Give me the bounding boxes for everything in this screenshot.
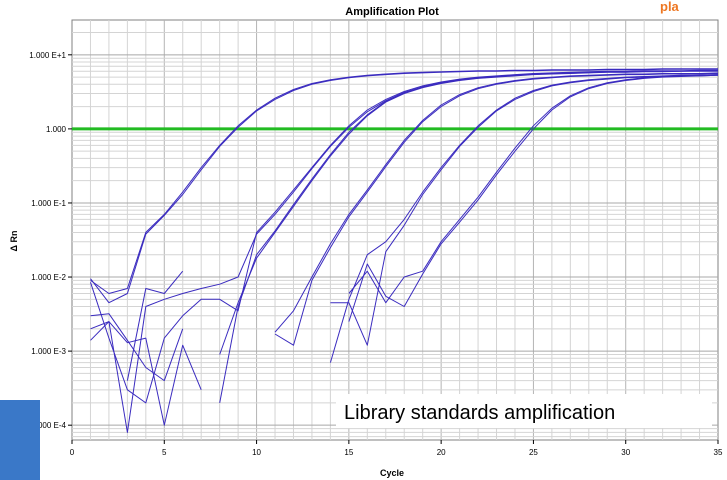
amplification-curve	[348, 74, 719, 322]
y-tick-label: 1.000	[46, 125, 67, 134]
y-tick-label: 1.000 E-2	[31, 273, 66, 282]
amplification-curve	[329, 74, 719, 363]
series-layer	[90, 68, 719, 433]
header-fragment-box	[641, 0, 693, 13]
annotation-background	[336, 394, 712, 428]
x-tick-label: 35	[714, 448, 723, 457]
y-tick-label: 1.000 E+1	[29, 51, 66, 60]
x-tick-label: 0	[70, 448, 75, 457]
chart-title: Amplification Plot	[345, 6, 439, 18]
amplification-curve	[348, 74, 719, 304]
grid-lines	[72, 20, 718, 440]
amplification-curve	[274, 73, 719, 346]
amplification-curve	[90, 68, 718, 304]
y-axis-ticks: 1.000 E+1 1.000 1.000 E-1 1.000 E-2 1.000 E-…	[29, 51, 72, 430]
amplification-curve	[126, 270, 184, 381]
x-tick-label: 20	[437, 448, 446, 457]
y-axis-label: Δ Rn	[9, 231, 19, 252]
amplification-curve	[274, 72, 719, 333]
x-tick-label: 10	[252, 448, 261, 457]
x-axis-ticks: 0 5 10 15 20 25 30 35	[70, 440, 723, 457]
x-tick-label: 30	[621, 448, 630, 457]
header-fragment-text: pla	[660, 0, 680, 14]
x-tick-label: 5	[162, 448, 167, 457]
x-tick-label: 15	[344, 448, 353, 457]
annotation-box: Library standards amplification	[336, 394, 712, 428]
x-axis-label: Cycle	[380, 468, 404, 478]
amplification-curve	[90, 313, 184, 382]
annotation-text: Library standards amplification	[344, 402, 615, 424]
amplification-curve	[219, 70, 718, 403]
header-fragment: pla	[641, 0, 693, 14]
amplification-curve	[90, 321, 202, 426]
amplification-curve	[90, 69, 718, 404]
slide-accent-shape	[0, 400, 40, 480]
y-tick-label: 1.000 E-3	[31, 347, 66, 356]
x-tick-label: 25	[529, 448, 538, 457]
y-tick-label: 1.000 E-1	[31, 199, 66, 208]
y-tick-label: 1.000 E-4	[31, 421, 66, 430]
